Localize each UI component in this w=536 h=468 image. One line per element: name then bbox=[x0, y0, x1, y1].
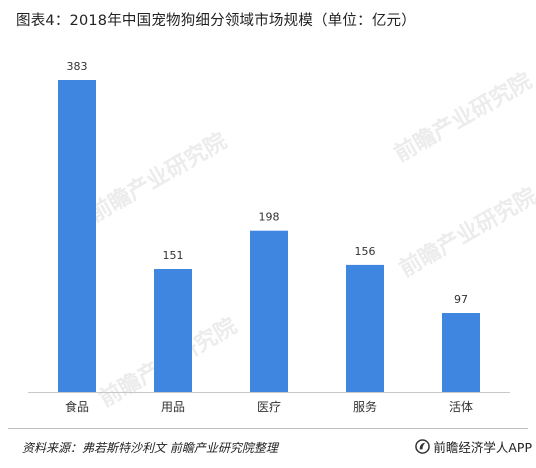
data-label-2: 198 bbox=[259, 211, 280, 224]
data-label-3: 156 bbox=[355, 245, 376, 258]
qianzhan-logo-icon bbox=[415, 439, 431, 454]
bar-0 bbox=[58, 80, 96, 392]
bar-4 bbox=[442, 313, 480, 392]
x-tick-label-4: 活体 bbox=[449, 400, 473, 414]
bars-layer bbox=[58, 80, 480, 392]
labels-layer: 383 食品 151 用品 198 医疗 156 服务 97 活体 bbox=[65, 60, 473, 414]
footer-brand: 前瞻经济学人APP bbox=[415, 437, 532, 456]
data-label-0: 383 bbox=[67, 60, 88, 73]
data-label-1: 151 bbox=[163, 249, 184, 262]
bar-2 bbox=[250, 230, 288, 392]
footer-source: 资料来源：弗若斯特沙利文 前瞻产业研究院整理 bbox=[22, 441, 278, 455]
x-tick-label-1: 用品 bbox=[161, 400, 185, 414]
chart-title: 图表4：2018年中国宠物狗细分领域市场规模（单位：亿元） bbox=[16, 13, 416, 29]
bar-chart: 383 食品 151 用品 198 医疗 156 服务 97 活体 bbox=[28, 60, 510, 414]
footer-brand-text: 前瞻经济学人APP bbox=[433, 440, 532, 455]
x-tick-label-0: 食品 bbox=[65, 399, 89, 414]
x-tick-label-3: 服务 bbox=[353, 399, 377, 414]
data-label-4: 97 bbox=[454, 293, 468, 306]
footer-divider bbox=[8, 428, 528, 429]
bar-1 bbox=[154, 269, 192, 392]
x-tick-label-2: 医疗 bbox=[257, 400, 281, 414]
bar-3 bbox=[346, 264, 384, 392]
